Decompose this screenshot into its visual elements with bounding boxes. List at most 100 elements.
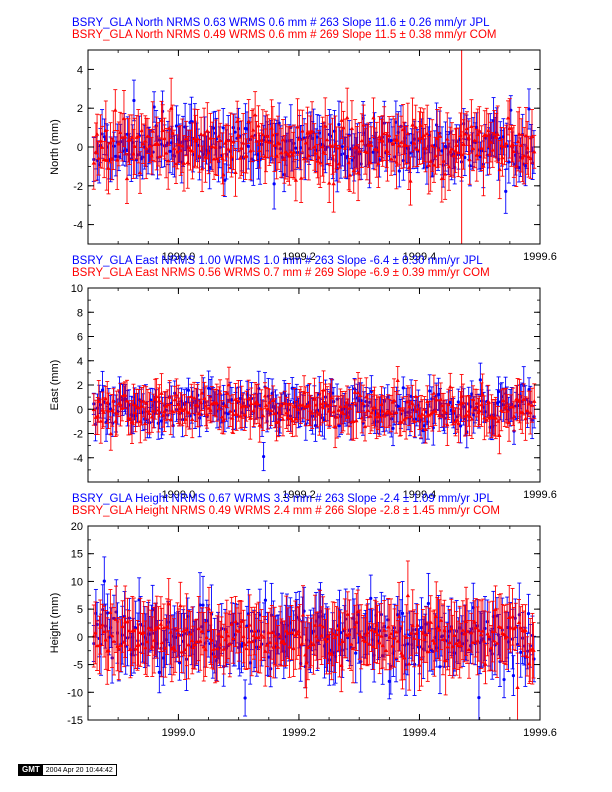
data-point bbox=[242, 412, 247, 417]
data-point bbox=[165, 402, 170, 407]
data-point bbox=[131, 402, 136, 407]
data-point bbox=[151, 408, 156, 413]
data-point bbox=[324, 137, 330, 142]
data-point bbox=[396, 404, 400, 408]
data-point bbox=[168, 417, 173, 422]
data-point bbox=[145, 408, 151, 413]
data-point bbox=[377, 134, 382, 139]
data-point bbox=[119, 135, 125, 139]
x-tick-label: 1999.2 bbox=[282, 489, 316, 501]
data-point bbox=[529, 403, 535, 407]
data-point bbox=[423, 145, 428, 150]
data-point bbox=[143, 146, 149, 151]
data-point bbox=[160, 128, 165, 133]
data-point bbox=[258, 613, 262, 617]
data-point bbox=[517, 132, 522, 136]
data-point bbox=[364, 394, 369, 399]
data-point bbox=[382, 413, 387, 418]
data-point bbox=[418, 123, 423, 128]
series-red bbox=[91, 77, 537, 213]
data-point bbox=[451, 408, 456, 413]
data-point bbox=[193, 138, 198, 143]
data-point bbox=[310, 410, 315, 415]
data-point bbox=[332, 424, 338, 429]
data-point bbox=[180, 143, 185, 148]
data-point bbox=[331, 181, 336, 186]
data-point bbox=[191, 395, 197, 400]
y-tick-label: 2 bbox=[77, 380, 83, 392]
panel-1: BSRY_GLA North NRMS 0.63 WRMS 0.6 mm # 2… bbox=[49, 17, 557, 263]
y-tick-label: 4 bbox=[77, 64, 83, 76]
data-point bbox=[102, 579, 106, 583]
data-point bbox=[386, 133, 392, 138]
data-point bbox=[327, 402, 333, 407]
data-point bbox=[202, 396, 207, 400]
y-tick-label: 0 bbox=[77, 404, 83, 416]
data-point bbox=[301, 390, 307, 395]
data-point bbox=[165, 158, 171, 163]
data-point bbox=[367, 414, 373, 418]
data-point bbox=[500, 155, 505, 160]
data-point bbox=[343, 404, 348, 408]
data-point bbox=[254, 138, 259, 143]
data-point bbox=[149, 414, 155, 419]
data-point bbox=[221, 172, 226, 177]
data-point bbox=[388, 156, 394, 161]
data-point bbox=[197, 153, 202, 158]
data-point bbox=[205, 128, 210, 133]
data-point bbox=[424, 131, 430, 136]
data-point bbox=[340, 145, 344, 149]
data-point bbox=[180, 408, 185, 412]
y-tick-label: -4 bbox=[73, 220, 83, 232]
data-point bbox=[267, 139, 272, 144]
data-point bbox=[248, 401, 254, 405]
data-point bbox=[445, 136, 450, 141]
y-tick-label: 4 bbox=[77, 356, 83, 368]
data-point bbox=[265, 133, 270, 138]
data-point bbox=[147, 143, 153, 148]
data-point bbox=[262, 454, 266, 459]
x-tick-label: 1999.2 bbox=[282, 251, 316, 263]
data-point bbox=[451, 153, 457, 158]
data-point bbox=[106, 611, 110, 615]
data-point bbox=[294, 146, 298, 150]
data-point bbox=[260, 132, 266, 137]
data-point bbox=[167, 394, 172, 399]
data-point bbox=[437, 134, 443, 138]
data-point bbox=[426, 163, 431, 167]
data-point bbox=[237, 156, 243, 160]
data-point bbox=[514, 163, 519, 168]
data-point bbox=[186, 145, 192, 150]
data-point bbox=[111, 138, 116, 142]
data-point bbox=[270, 132, 275, 137]
data-point bbox=[208, 135, 213, 140]
data-point bbox=[136, 405, 141, 410]
data-point bbox=[334, 145, 339, 150]
data-point bbox=[171, 146, 177, 151]
data-point bbox=[145, 133, 151, 138]
data-point bbox=[220, 156, 225, 160]
data-point bbox=[398, 419, 403, 424]
data-point bbox=[532, 399, 537, 403]
data-point bbox=[134, 403, 139, 408]
panel-3: BSRY_GLA Height NRMS 0.67 WRMS 3.3 mm # … bbox=[49, 493, 557, 739]
data-point bbox=[341, 125, 346, 130]
data-point bbox=[207, 386, 211, 390]
data-point bbox=[189, 119, 194, 124]
data-point bbox=[462, 131, 468, 136]
data-point bbox=[377, 414, 382, 419]
series-title: BSRY_GLA Height NRMS 0.49 WRMS 2.4 mm # … bbox=[72, 505, 500, 517]
data-point bbox=[376, 161, 381, 165]
data-point bbox=[434, 397, 439, 402]
data-point bbox=[484, 417, 489, 422]
data-point bbox=[405, 131, 411, 135]
data-point bbox=[124, 176, 130, 181]
data-point bbox=[256, 123, 261, 128]
data-point bbox=[401, 386, 405, 390]
data-point bbox=[497, 433, 502, 437]
data-point bbox=[267, 400, 272, 405]
data-point bbox=[499, 408, 504, 412]
data-point bbox=[300, 128, 305, 133]
data-point bbox=[421, 133, 427, 137]
data-point bbox=[369, 143, 374, 147]
